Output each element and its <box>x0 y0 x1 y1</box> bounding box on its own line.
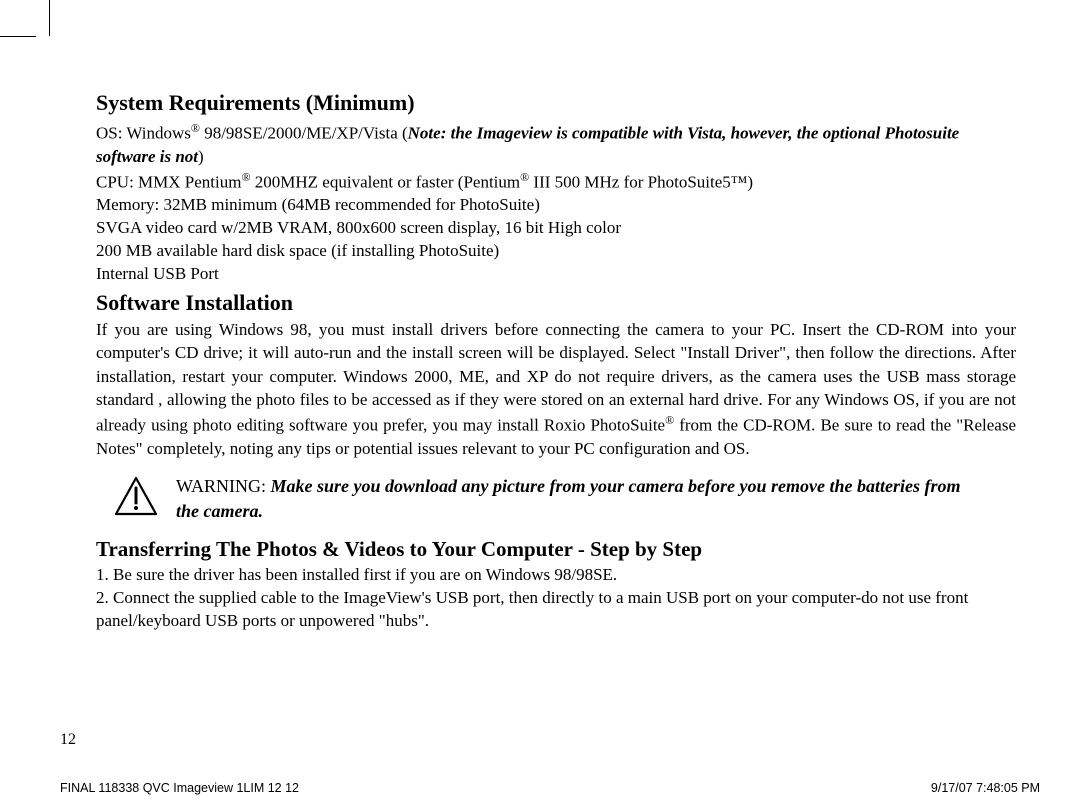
warning-text: WARNING: Make sure you download any pict… <box>176 474 976 523</box>
cpu-mid: 200MHZ equivalent or faster (Pentium <box>251 172 521 191</box>
sys-req-usb: Internal USB Port <box>96 263 1016 286</box>
transfer-step-1: 1. Be sure the driver has been installed… <box>96 564 1016 587</box>
crop-mark-horizontal <box>0 36 36 37</box>
cpu-suffix: III 500 MHz for PhotoSuite5™) <box>529 172 753 191</box>
warning-block: WARNING: Make sure you download any pict… <box>96 474 1016 523</box>
os-suffix: ) <box>198 147 204 166</box>
footer: FINAL 118338 QVC Imageview 1LIM 12 12 9/… <box>60 781 1040 795</box>
software-paragraph: If you are using Windows 98, you must in… <box>96 318 1016 460</box>
sys-req-cpu: CPU: MMX Pentium® 200MHZ equivalent or f… <box>96 169 1016 195</box>
cpu-prefix: CPU: MMX Pentium <box>96 172 241 191</box>
transfer-steps: 1. Be sure the driver has been installed… <box>96 564 1016 633</box>
reg-mark: ® <box>520 170 529 184</box>
warning-label: WARNING: <box>176 476 266 496</box>
sys-req-memory: Memory: 32MB minimum (64MB recommended f… <box>96 194 1016 217</box>
reg-mark: ® <box>191 121 200 135</box>
warning-icon <box>114 476 158 521</box>
os-prefix: OS: Windows <box>96 124 191 143</box>
sys-req-disk: 200 MB available hard disk space (if ins… <box>96 240 1016 263</box>
footer-left: FINAL 118338 QVC Imageview 1LIM 12 12 <box>60 781 299 795</box>
reg-mark: ® <box>241 170 250 184</box>
footer-right: 9/17/07 7:48:05 PM <box>931 781 1040 795</box>
sys-req-video: SVGA video card w/2MB VRAM, 800x600 scre… <box>96 217 1016 240</box>
reg-mark: ® <box>665 413 674 427</box>
page-number: 12 <box>60 731 76 749</box>
warning-content: Make sure you download any picture from … <box>176 476 960 520</box>
sys-req-os: OS: Windows® 98/98SE/2000/ME/XP/Vista (N… <box>96 120 1016 169</box>
page-content: System Requirements (Minimum) OS: Window… <box>96 90 1016 633</box>
sys-req-heading: System Requirements (Minimum) <box>96 90 1016 116</box>
crop-mark-vertical <box>49 0 50 36</box>
software-heading: Software Installation <box>96 290 1016 316</box>
transfer-step-2: 2. Connect the supplied cable to the Ima… <box>96 587 1016 633</box>
os-versions: 98/98SE/2000/ME/XP/Vista ( <box>200 124 408 143</box>
transfer-heading: Transferring The Photos & Videos to Your… <box>96 537 1016 562</box>
